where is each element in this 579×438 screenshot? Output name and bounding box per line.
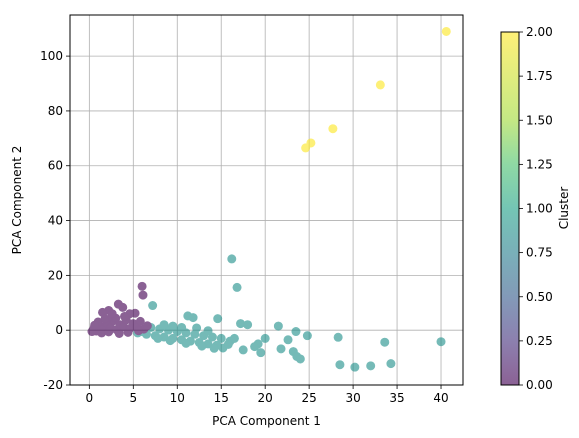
colorbar-tick-label: 0.75 (526, 246, 553, 260)
x-tick-label: 20 (258, 391, 273, 405)
cluster-1-point (380, 337, 390, 347)
cluster-1-point (168, 321, 178, 331)
x-axis-ticks: 0 5 10 15 20 25 30 35 40 (86, 385, 449, 405)
cluster-1-point (260, 333, 270, 343)
colorbar-tick-label: 0.00 (526, 378, 553, 392)
cluster-1-point (250, 342, 260, 352)
colorbar-tick-label: 1.00 (526, 202, 553, 216)
cluster-1-point (335, 360, 345, 370)
cluster-1-point (188, 313, 198, 323)
cluster-0-point (90, 320, 100, 330)
x-tick-label: 25 (302, 391, 317, 405)
cluster-1-point (216, 333, 226, 343)
x-tick-label: 40 (433, 391, 448, 405)
y-axis-ticks: -20 0 20 40 60 80 100 (40, 49, 70, 392)
cluster-0-point (118, 302, 128, 312)
cluster-1-point (159, 320, 169, 330)
cluster-1-point (197, 341, 207, 351)
cluster-1-point (350, 362, 360, 372)
cluster-1-point (283, 335, 293, 345)
cluster-0-point (114, 328, 124, 338)
colorbar-label: Cluster (557, 187, 571, 230)
y-axis-title: PCA Component 2 (10, 146, 24, 255)
cluster-1-point (165, 336, 175, 346)
cluster-0-point (134, 326, 144, 336)
cluster-1-point (213, 314, 223, 324)
cluster-1-point (207, 332, 217, 342)
x-tick-label: 0 (86, 391, 94, 405)
scatter-points (87, 26, 451, 372)
colorbar-gradient (501, 32, 519, 385)
y-tick-label: 60 (48, 159, 63, 173)
y-tick-label: 100 (40, 49, 63, 63)
cluster-1-point (229, 333, 239, 343)
cluster-1-point (227, 254, 237, 264)
cluster-1-point (148, 301, 158, 311)
x-tick-label: 35 (389, 391, 404, 405)
cluster-1-point (153, 333, 163, 343)
colorbar-tick-label: 1.25 (526, 157, 553, 171)
cluster-0-point (137, 281, 147, 291)
plot-frame (69, 14, 464, 386)
y-tick-label: 80 (48, 104, 63, 118)
cluster-0-point (138, 290, 148, 300)
cluster-0-point (135, 316, 145, 326)
x-tick-label: 5 (129, 391, 137, 405)
cluster-1-point (333, 332, 343, 342)
cluster-2-point (375, 80, 385, 90)
x-tick-label: 15 (214, 391, 229, 405)
cluster-1-point (209, 343, 219, 353)
colorbar-tick-label: 0.50 (526, 290, 553, 304)
cluster-1-point (276, 344, 286, 354)
cluster-1-point (232, 282, 242, 292)
y-tick-label: 0 (55, 323, 63, 337)
cluster-1-point (192, 323, 202, 333)
cluster-1-point (238, 345, 248, 355)
cluster-2-point (328, 124, 338, 134)
cluster-0-point (142, 321, 152, 331)
cluster-1-point (273, 321, 283, 331)
y-tick-label: -20 (43, 378, 63, 392)
cluster-2-point (306, 138, 316, 148)
cluster-1-point (295, 354, 305, 364)
cluster-0-point (123, 327, 133, 337)
colorbar-tick-label: 0.25 (526, 334, 553, 348)
cluster-1-point (366, 361, 376, 371)
cluster-2-point (441, 26, 451, 36)
cluster-0-point (104, 327, 114, 337)
cluster-1-point (203, 326, 213, 336)
colorbar-ticks: 0.00 0.25 0.50 0.75 1.00 1.25 1.50 1.75 2.00 (519, 25, 553, 392)
cluster-0-point (120, 311, 130, 321)
x-tick-label: 10 (170, 391, 185, 405)
cluster-1-point (177, 322, 187, 332)
x-tick-label: 30 (345, 391, 360, 405)
y-tick-label: 20 (48, 268, 63, 282)
y-tick-label: 40 (48, 214, 63, 228)
colorbar-tick-label: 2.00 (526, 25, 553, 39)
colorbar-tick-label: 1.75 (526, 69, 553, 83)
cluster-0-point (107, 309, 117, 319)
cluster-1-point (436, 337, 446, 347)
cluster-0-point (130, 308, 140, 318)
cluster-1-point (302, 331, 312, 341)
cluster-1-point (181, 338, 191, 348)
cluster-1-point (256, 348, 266, 358)
cluster-1-point (223, 339, 233, 349)
cluster-1-point (386, 359, 396, 369)
cluster-1-point (291, 327, 301, 337)
colorbar-tick-label: 1.50 (526, 113, 553, 127)
x-axis-title: PCA Component 1 (212, 414, 321, 428)
cluster-1-point (243, 320, 253, 330)
colorbar: 0.00 0.25 0.50 0.75 1.00 1.25 1.50 1.75 2.00 Clu… (500, 25, 571, 392)
